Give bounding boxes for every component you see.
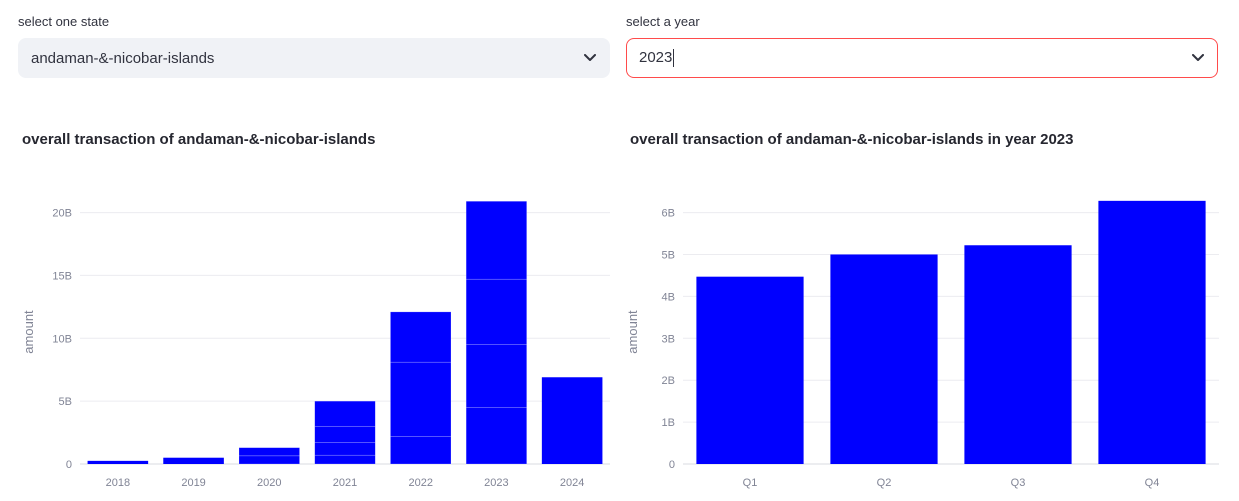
bar-2023[interactable]: [465, 200, 528, 465]
x-tick-label: 2020: [257, 477, 281, 489]
y-tick-label: 5B: [59, 396, 72, 408]
bar-Q2[interactable]: [830, 254, 938, 464]
x-tick-label: Q1: [743, 477, 758, 489]
year-select[interactable]: 2023: [626, 38, 1218, 78]
bar-segment: [465, 278, 528, 345]
y-tick-label: 15B: [52, 270, 72, 282]
y-tick-label: 0: [66, 459, 72, 471]
y-tick-label: 1B: [662, 417, 675, 429]
bar-segment: [238, 455, 300, 465]
chart-title-year: overall transaction of andaman-&-nicobar…: [630, 131, 1074, 148]
x-tick-label: 2019: [181, 477, 205, 489]
y-tick-label: 4B: [662, 291, 675, 303]
text-cursor: [673, 49, 675, 68]
x-tick-label: 2022: [408, 477, 432, 489]
bar-segment: [314, 454, 376, 465]
yearly-transaction-chart: 0 1B 2B 3B 4B 5B 6B amount Q1 Q2 Q3 Q4: [625, 200, 1219, 489]
bar-2021[interactable]: [314, 400, 376, 465]
year-select-label: select a year: [626, 14, 700, 29]
bar-segment: [390, 361, 452, 437]
x-tick-label: Q2: [877, 477, 892, 489]
y-axis-label: amount: [21, 310, 36, 354]
x-tick-label: 2024: [560, 477, 584, 489]
bar-2022[interactable]: [390, 311, 452, 465]
chevron-down-icon: [1191, 51, 1205, 65]
bar-segment: [390, 311, 452, 363]
bar-segment: [964, 245, 1072, 464]
overall-transaction-chart: 0 5B 10B 15B 20B amount 2018 2019 2020 2021 2022 20…: [21, 200, 610, 489]
chevron-down-icon: [583, 51, 597, 65]
x-tick-label: 2021: [333, 477, 357, 489]
bar-2018[interactable]: [87, 460, 149, 464]
x-tick-label: 2018: [106, 477, 130, 489]
bar-segment: [87, 460, 149, 464]
bar-Q4[interactable]: [1098, 200, 1206, 465]
bar-2019[interactable]: [163, 457, 224, 464]
year-select-value: 2023: [639, 48, 673, 66]
year-select-control: select a year 2023: [626, 14, 1218, 78]
y-tick-label: 3B: [662, 333, 675, 345]
bar-2020[interactable]: [238, 447, 300, 465]
chart-title-overall: overall transaction of andaman-&-nicobar…: [22, 131, 376, 148]
y-axis-label: amount: [625, 310, 640, 354]
y-tick-label: 0: [669, 459, 675, 471]
bar-segment: [696, 276, 804, 464]
x-tick-label: Q3: [1011, 477, 1026, 489]
state-select-control: select one state andaman-&-nicobar-islan…: [18, 14, 610, 78]
bar-segment: [465, 407, 528, 465]
x-tick-label: 2023: [484, 477, 508, 489]
bar-segment: [465, 200, 528, 280]
bar-2024[interactable]: [541, 377, 603, 464]
bar-segment: [1098, 200, 1206, 465]
state-select-label: select one state: [18, 14, 110, 29]
y-tick-label: 2B: [662, 375, 675, 387]
bar-segment: [314, 442, 376, 456]
bar-segment: [238, 447, 300, 457]
x-tick-label: Q4: [1145, 477, 1160, 489]
bar-segment: [830, 254, 938, 464]
state-select-value: andaman-&-nicobar-islands: [31, 49, 215, 67]
bar-Q1[interactable]: [696, 276, 804, 464]
state-select[interactable]: andaman-&-nicobar-islands: [18, 38, 610, 78]
bar-segment: [390, 436, 452, 465]
bar-segment: [163, 457, 224, 464]
year-select-input[interactable]: 2023: [639, 48, 1191, 68]
y-tick-label: 6B: [662, 208, 675, 220]
bar-segment: [314, 400, 376, 427]
y-tick-label: 5B: [662, 249, 675, 261]
y-tick-label: 20B: [52, 208, 72, 220]
bar-segment: [314, 425, 376, 443]
bar-Q3[interactable]: [964, 245, 1072, 464]
bar-segment: [541, 377, 603, 464]
bar-segment: [465, 344, 528, 408]
y-tick-label: 10B: [52, 333, 72, 345]
